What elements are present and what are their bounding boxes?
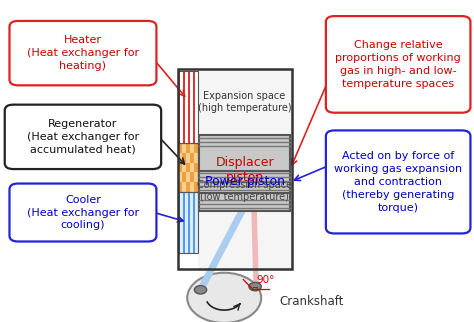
FancyBboxPatch shape	[326, 16, 470, 113]
Bar	[186, 163, 190, 172]
Bar	[188, 192, 190, 253]
Text: Displacer
piston: Displacer piston	[215, 156, 274, 184]
Bar	[178, 71, 180, 143]
Bar	[178, 69, 292, 269]
Circle shape	[194, 286, 207, 294]
Bar	[182, 192, 185, 253]
Text: Expansion space
(high temperature): Expansion space (high temperature)	[198, 91, 292, 113]
Bar	[190, 172, 194, 182]
Bar	[194, 163, 198, 172]
Text: Regenerator
(Heat exchanger for
accumulated heat): Regenerator (Heat exchanger for accumula…	[27, 119, 139, 155]
Bar	[192, 192, 195, 253]
Bar	[186, 172, 190, 182]
Bar	[180, 71, 182, 143]
Text: Power piston: Power piston	[205, 175, 284, 188]
Bar	[182, 182, 186, 192]
Bar	[190, 71, 192, 143]
Bar	[178, 192, 198, 253]
Bar	[182, 153, 186, 163]
Circle shape	[187, 273, 261, 322]
Bar	[199, 171, 290, 193]
FancyBboxPatch shape	[326, 130, 470, 233]
Bar	[194, 143, 198, 153]
Text: Change relative
proportions of working
gas in high- and low-
temperature spaces: Change relative proportions of working g…	[335, 40, 461, 89]
Bar	[186, 143, 190, 153]
Bar	[178, 172, 182, 182]
Text: Acted on by force of
working gas expansion
and contraction
(thereby generating
t: Acted on by force of working gas expansi…	[334, 151, 462, 213]
Circle shape	[249, 282, 261, 291]
Text: Cooler
(Heat exchanger for
cooling): Cooler (Heat exchanger for cooling)	[27, 195, 139, 230]
Bar	[190, 153, 194, 163]
Text: 90°: 90°	[256, 275, 275, 285]
Bar	[182, 143, 186, 153]
Bar	[178, 143, 198, 192]
Bar	[195, 71, 198, 143]
Bar	[194, 172, 198, 182]
FancyBboxPatch shape	[5, 105, 161, 169]
Bar	[185, 71, 188, 143]
Bar	[198, 69, 292, 269]
Bar	[182, 163, 186, 172]
Bar	[195, 192, 198, 253]
Bar	[178, 163, 182, 172]
Bar	[182, 71, 185, 143]
Bar	[192, 71, 195, 143]
FancyBboxPatch shape	[9, 21, 156, 85]
Bar	[182, 172, 186, 182]
Bar	[178, 192, 180, 253]
Bar	[194, 153, 198, 163]
Bar	[178, 153, 182, 163]
Bar	[194, 182, 198, 192]
Bar	[186, 153, 190, 163]
FancyBboxPatch shape	[9, 184, 156, 242]
Bar	[178, 143, 182, 153]
Text: Crankshaft: Crankshaft	[280, 295, 344, 308]
Bar	[188, 71, 190, 143]
Bar	[186, 182, 190, 192]
Text: Heater
(Heat exchanger for
heating): Heater (Heat exchanger for heating)	[27, 35, 139, 71]
Bar	[190, 192, 192, 253]
Bar	[190, 143, 194, 153]
Text: Compression space
(low temperature): Compression space (low temperature)	[197, 180, 292, 202]
Bar	[190, 163, 194, 172]
Bar	[199, 135, 290, 211]
Bar	[190, 182, 194, 192]
Bar	[185, 192, 188, 253]
Bar	[180, 192, 182, 253]
Bar	[178, 182, 182, 192]
Bar	[178, 71, 198, 143]
